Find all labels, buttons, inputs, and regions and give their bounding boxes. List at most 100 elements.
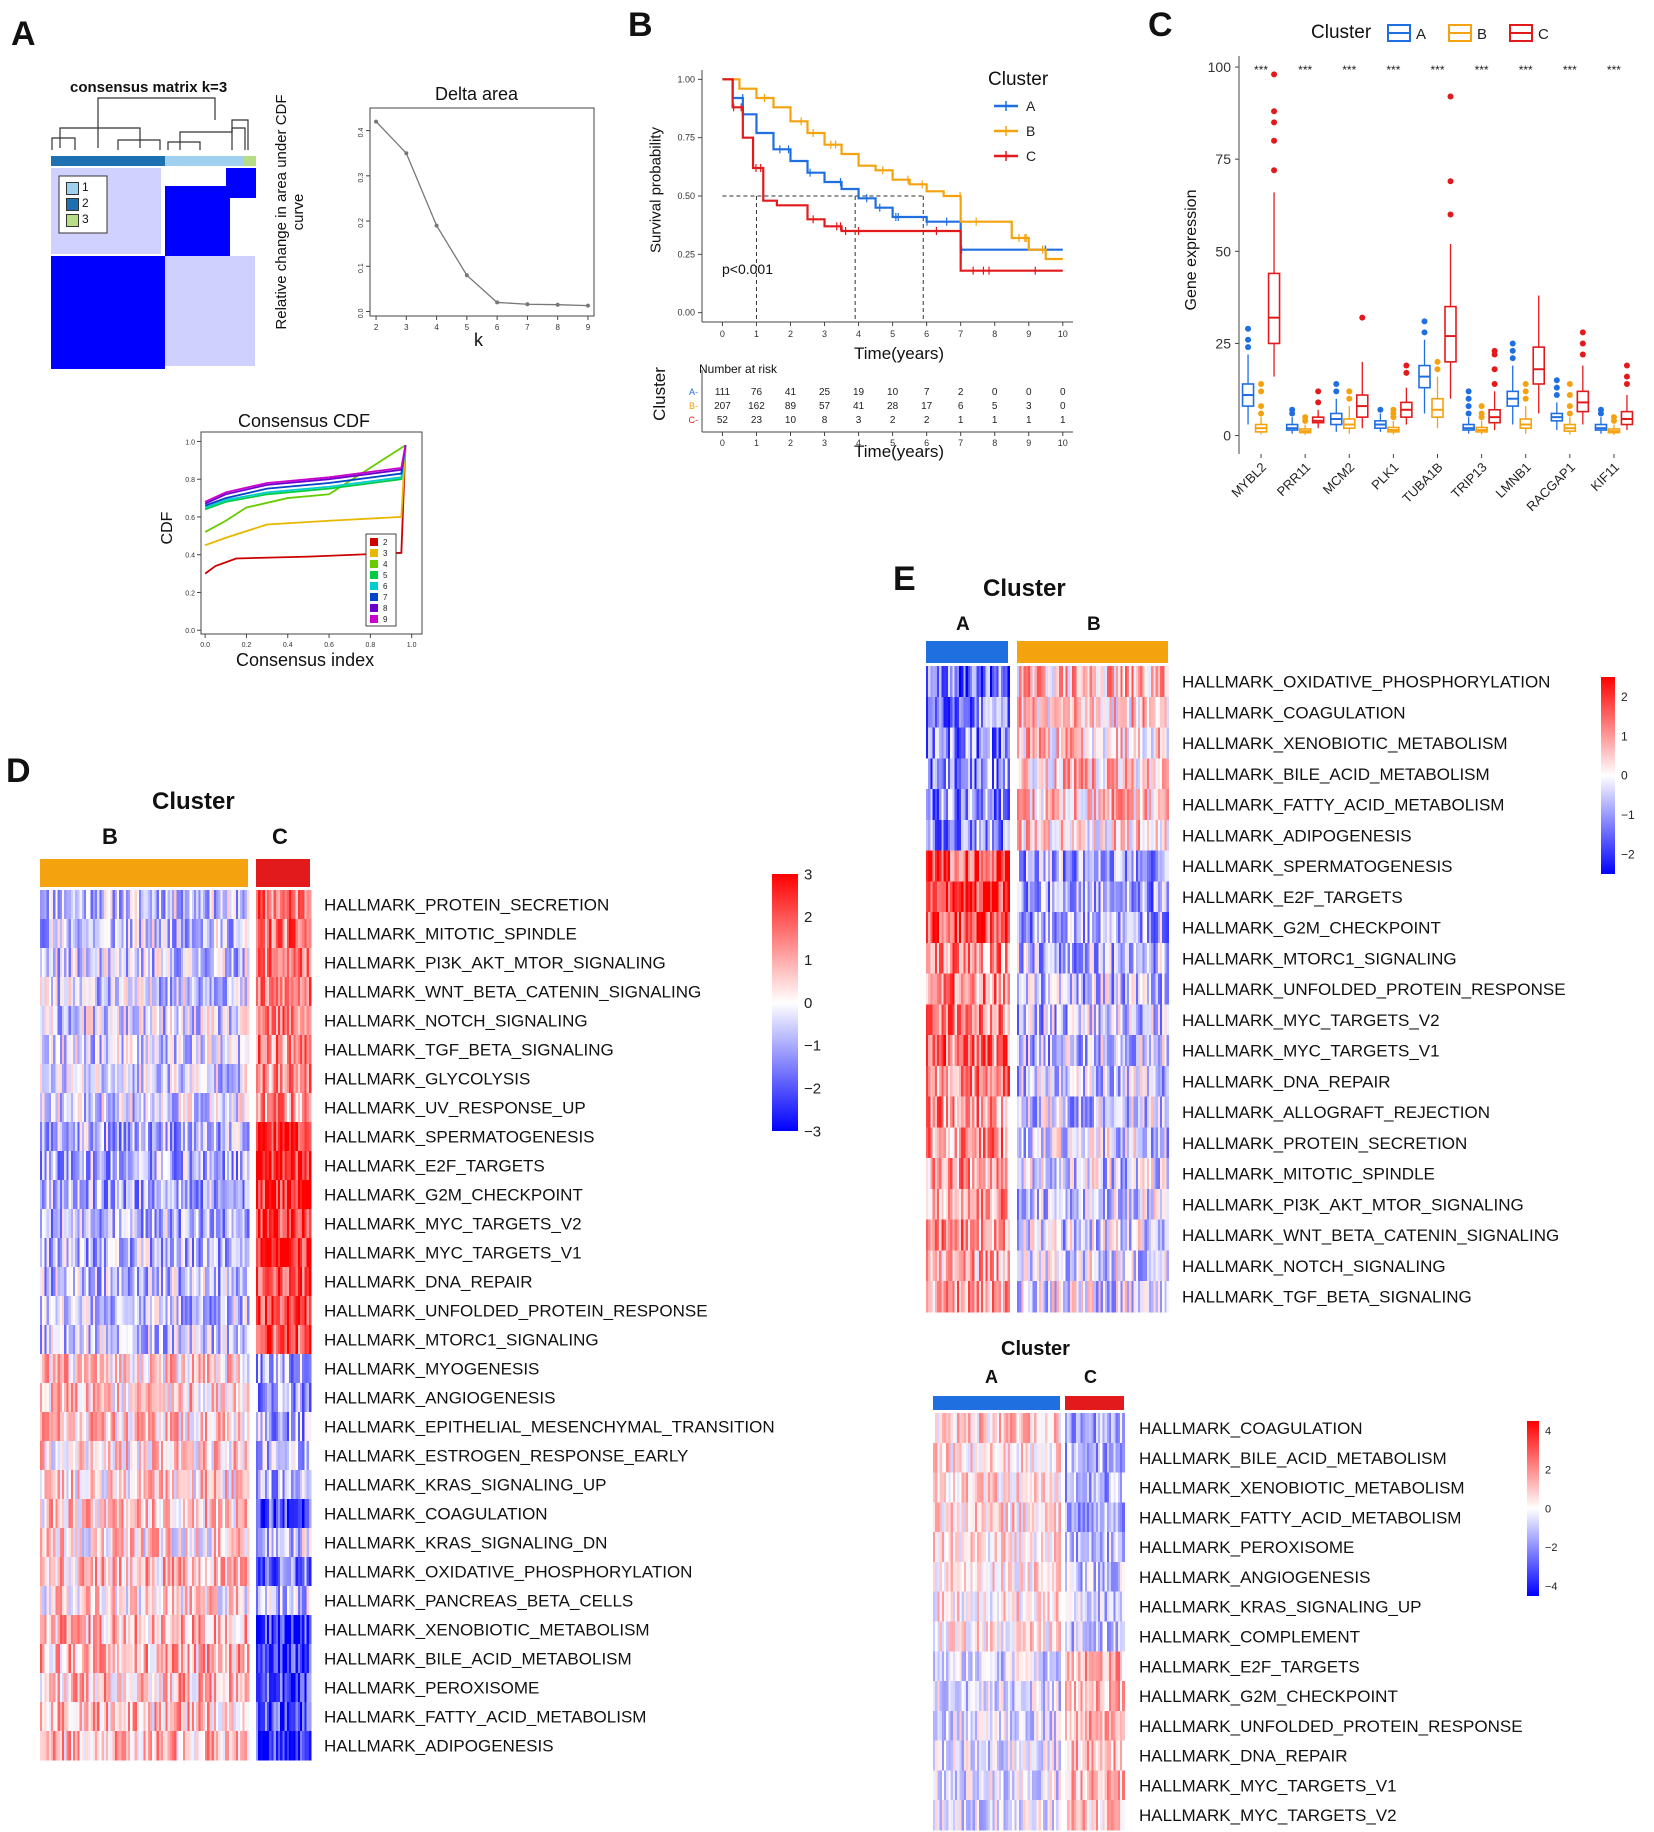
hd-cell bbox=[88, 1267, 91, 1297]
hd-cell bbox=[300, 1528, 303, 1558]
hd-cell bbox=[101, 1528, 105, 1558]
box-outlier-C bbox=[1623, 362, 1630, 369]
he1-cell bbox=[930, 727, 933, 759]
hd-cell bbox=[101, 890, 105, 920]
hd-cell bbox=[101, 1122, 105, 1152]
hd-cell bbox=[134, 1354, 138, 1384]
hd-cell bbox=[293, 1441, 296, 1471]
he1-cell bbox=[1078, 696, 1082, 728]
hd-cell bbox=[176, 1673, 179, 1703]
hd-cell bbox=[158, 1354, 162, 1384]
he1-cell bbox=[1056, 666, 1060, 698]
hd-cell bbox=[167, 1122, 171, 1152]
hd-cell bbox=[110, 1180, 113, 1210]
hd-cell bbox=[99, 1731, 102, 1761]
hd-cell bbox=[154, 1615, 157, 1645]
hd-cell bbox=[101, 1354, 105, 1384]
he1-cell bbox=[1131, 850, 1134, 882]
hd-cell bbox=[278, 1064, 281, 1094]
hd-cell bbox=[114, 1644, 118, 1674]
hd-cell bbox=[136, 1499, 140, 1529]
hd-cell bbox=[90, 1151, 94, 1181]
he1-cell bbox=[1153, 696, 1156, 728]
hd-cell bbox=[81, 1557, 85, 1587]
hd-cell bbox=[79, 948, 83, 978]
hd-cell bbox=[81, 1035, 85, 1065]
hd-cell bbox=[306, 1441, 310, 1471]
he1-cell bbox=[1061, 758, 1064, 790]
box-body-B bbox=[1254, 423, 1268, 433]
hd-cell bbox=[297, 1557, 301, 1587]
hd-cell bbox=[289, 1035, 292, 1065]
hd-cell bbox=[139, 1412, 142, 1442]
hd-cell bbox=[264, 977, 268, 1007]
hd-cell bbox=[172, 948, 175, 978]
hd-cell bbox=[99, 919, 102, 949]
hd-cell bbox=[198, 1731, 201, 1761]
hd-cell bbox=[205, 1644, 208, 1674]
hd-cell bbox=[119, 1354, 122, 1384]
he1-cell bbox=[1083, 819, 1086, 851]
hd-cell bbox=[59, 1470, 63, 1500]
hd-cell bbox=[275, 1325, 279, 1355]
hd-cell bbox=[207, 1441, 210, 1471]
hd-cell bbox=[167, 1615, 171, 1645]
he1-cell bbox=[1069, 696, 1073, 728]
he1-cell bbox=[1087, 789, 1090, 821]
hd-cell bbox=[256, 1296, 259, 1326]
hd-cell bbox=[220, 1238, 223, 1268]
hd-cell bbox=[97, 948, 100, 978]
hd-cell bbox=[64, 948, 67, 978]
hd-cell bbox=[108, 1122, 111, 1152]
hd-cell bbox=[57, 1209, 61, 1239]
hd-cell bbox=[297, 1673, 301, 1703]
hd-cell bbox=[158, 1528, 162, 1558]
hd-cell bbox=[84, 1209, 87, 1239]
he1-cell bbox=[1133, 881, 1137, 913]
he1-cell bbox=[1094, 758, 1097, 790]
hd-cell bbox=[158, 1093, 162, 1123]
heatmap-ab-group-a: A bbox=[956, 614, 970, 635]
he1-cell bbox=[934, 850, 938, 882]
hd-cell bbox=[119, 1296, 122, 1326]
hd-cell bbox=[95, 890, 98, 920]
hd-cell bbox=[103, 1615, 107, 1645]
hd-cell bbox=[125, 1151, 129, 1181]
hd-cell bbox=[90, 1644, 94, 1674]
hd-cell bbox=[112, 1383, 116, 1413]
he1-cell bbox=[1164, 758, 1167, 790]
hd-cell bbox=[147, 1615, 151, 1645]
he1-cell bbox=[1017, 758, 1020, 790]
hd-cell bbox=[211, 948, 215, 978]
he1-cell bbox=[939, 789, 942, 821]
hd-cell bbox=[273, 1731, 277, 1761]
hd-cell bbox=[278, 1528, 281, 1558]
hd-cell bbox=[258, 1557, 261, 1587]
he1-cell bbox=[1036, 881, 1040, 913]
hd-cell bbox=[150, 977, 153, 1007]
hd-cell bbox=[163, 1296, 166, 1326]
hd-cell bbox=[275, 1267, 279, 1297]
hd-cell bbox=[300, 1557, 303, 1587]
hd-cell bbox=[275, 1093, 279, 1123]
hd-cell bbox=[57, 1586, 61, 1616]
hd-cell bbox=[51, 1441, 54, 1471]
hd-cell bbox=[180, 1180, 184, 1210]
hd-cell bbox=[161, 1064, 164, 1094]
hd-cell bbox=[161, 1325, 164, 1355]
hd-cell bbox=[271, 1615, 274, 1645]
he1-cell bbox=[994, 789, 997, 821]
hd-cell bbox=[291, 1093, 294, 1123]
hd-cell bbox=[191, 1702, 195, 1732]
hd-cell bbox=[189, 919, 193, 949]
hd-cell bbox=[55, 919, 58, 949]
hd-cell bbox=[40, 1093, 43, 1123]
hd-colorbar-tick: 1 bbox=[804, 952, 812, 969]
hd-cell bbox=[165, 1702, 168, 1732]
hd-cell bbox=[282, 919, 285, 949]
he1-cell bbox=[1019, 696, 1022, 728]
he1-cell bbox=[1111, 819, 1115, 851]
hd-cell bbox=[81, 1238, 85, 1268]
panel-label-b: B bbox=[628, 6, 653, 44]
hd-cell bbox=[145, 1035, 149, 1065]
